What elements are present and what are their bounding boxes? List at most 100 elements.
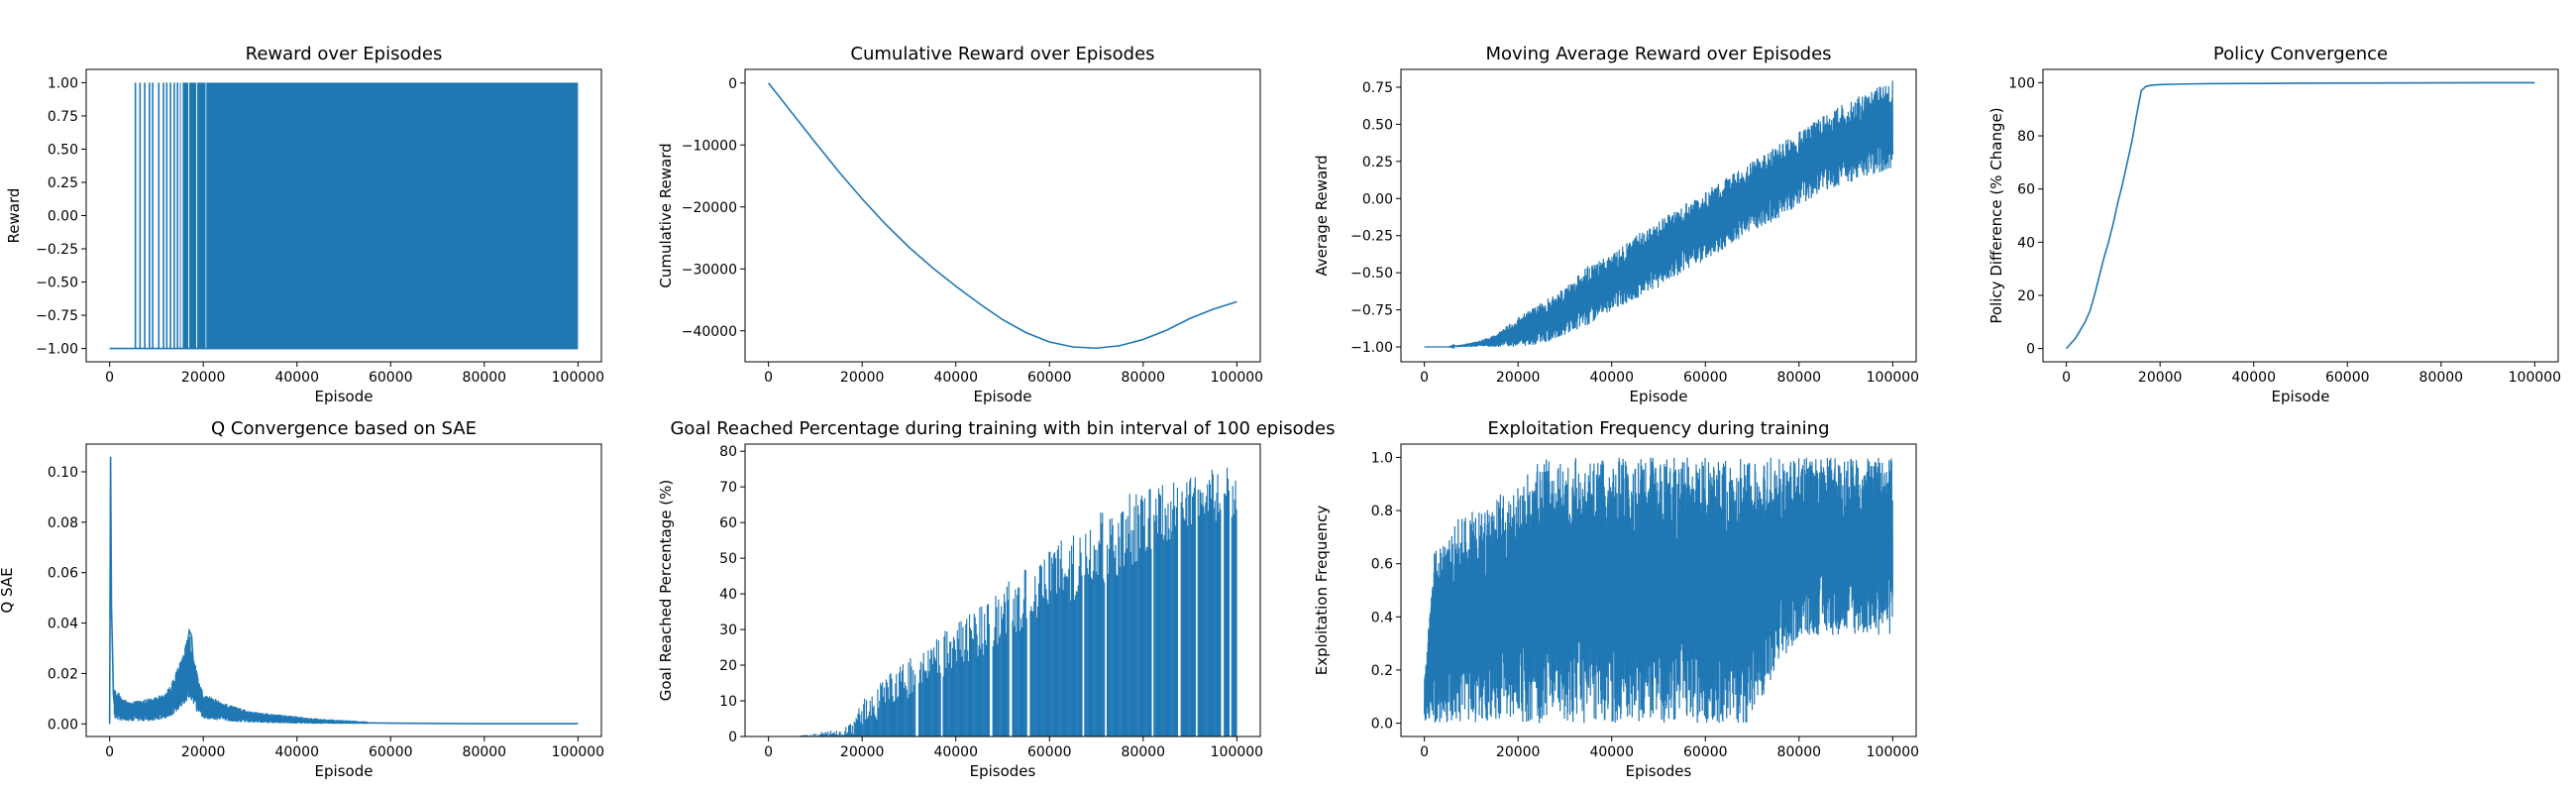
goal-bar	[970, 630, 972, 736]
chart-title: Goal Reached Percentage during training …	[670, 418, 1335, 439]
goal-bar	[1118, 522, 1120, 736]
goal-bar	[981, 606, 983, 736]
goal-bar	[1057, 545, 1059, 736]
goal-bar	[967, 650, 969, 736]
goal-bar	[1133, 506, 1135, 736]
x-tick-label: 20000	[840, 744, 885, 760]
goal-bar	[936, 672, 938, 736]
goal-bar	[968, 660, 970, 736]
goal-bar	[994, 626, 996, 736]
goal-bar	[1171, 530, 1173, 736]
goal-bar	[956, 629, 958, 736]
goal-bar	[848, 726, 850, 736]
goal-bar	[846, 733, 848, 736]
x-tick-label: 0	[105, 370, 114, 386]
goal-bar	[824, 732, 826, 736]
goal-bar	[1130, 529, 1132, 736]
goal-bar	[1163, 535, 1165, 736]
goal-bar	[1142, 525, 1144, 736]
x-axis-label: Episodes	[970, 762, 1036, 780]
goal-bar	[1217, 474, 1219, 736]
goal-bar	[1086, 556, 1088, 736]
x-axis-label: Episode	[315, 388, 374, 405]
goal-bar	[831, 733, 834, 736]
x-tick-label: 0	[105, 744, 114, 760]
goal-bar	[1157, 488, 1160, 736]
goal-bar	[951, 667, 953, 736]
goal-bar	[1064, 573, 1066, 736]
goal-bar	[976, 634, 978, 736]
goal-bar	[1023, 569, 1025, 736]
goal-bar	[1100, 511, 1102, 736]
goal-bar	[848, 724, 851, 736]
goal-bar	[1138, 514, 1140, 736]
goal-bar	[1127, 515, 1128, 736]
goal-bar	[1087, 568, 1089, 736]
goal-bar	[1097, 574, 1099, 736]
goal-bar	[822, 733, 824, 736]
y-tick-label: 0	[728, 76, 737, 92]
x-tick-label: 100000	[1211, 370, 1263, 386]
goal-bar	[1102, 512, 1104, 736]
goal-bar	[1209, 480, 1211, 736]
goal-bar	[1040, 566, 1042, 736]
x-tick-label: 100000	[1867, 370, 1919, 386]
goal-bar	[1006, 586, 1008, 736]
goal-bar	[847, 732, 849, 736]
goal-bar	[1046, 599, 1048, 736]
goal-bar	[1004, 602, 1007, 736]
goal-bar	[922, 652, 924, 736]
goal-bar	[1137, 505, 1139, 736]
goal-bar	[1094, 549, 1096, 736]
chart-title: Cumulative Reward over Episodes	[850, 44, 1154, 64]
goal-bar	[907, 698, 909, 736]
y-tick-label: 0.75	[1362, 80, 1393, 96]
goal-bar	[1166, 540, 1168, 736]
goal-bar	[1017, 595, 1019, 736]
goal-bar	[906, 689, 908, 736]
x-tick-label: 0	[1420, 370, 1429, 386]
goal-bar	[1021, 613, 1023, 736]
goal-bar	[832, 733, 835, 736]
goal-bar	[859, 714, 861, 736]
goal-bar	[1205, 502, 1207, 736]
goal-bar	[1091, 579, 1093, 736]
axes-frame	[744, 68, 1261, 363]
y-tick-label: −20000	[682, 200, 737, 216]
goal-bar	[1140, 495, 1143, 736]
goal-bar	[1186, 482, 1188, 736]
goal-bar	[1036, 606, 1039, 736]
goal-bar	[1191, 523, 1193, 736]
goal-bar	[979, 607, 981, 736]
goal-bar	[1110, 534, 1112, 736]
goal-bar	[873, 705, 875, 736]
goal-bar	[1065, 576, 1067, 736]
y-tick-label: 0.75	[48, 109, 78, 125]
goal-bar	[890, 673, 892, 736]
y-tick-label: 80	[2017, 129, 2035, 145]
goal-bar	[1234, 480, 1236, 736]
y-tick-label: 0.06	[48, 566, 78, 582]
goal-bar	[1234, 499, 1235, 736]
goal-bar	[1078, 566, 1080, 736]
goal-bar	[993, 639, 995, 736]
goal-bar	[1117, 575, 1119, 736]
goal-bar	[918, 669, 920, 736]
goal-bar	[1184, 520, 1186, 736]
goal-bar	[1099, 543, 1101, 736]
goal-bar	[894, 701, 896, 736]
goal-bar	[1192, 493, 1195, 736]
goal-bar	[1143, 498, 1145, 736]
goal-bar	[931, 650, 933, 736]
goal-bar	[928, 671, 930, 736]
goal-bar	[908, 662, 910, 736]
goal-bar	[814, 734, 817, 736]
y-tick-label: 100	[2008, 75, 2035, 91]
goal-bar	[927, 650, 929, 736]
goal-bar	[988, 623, 990, 736]
goal-bar	[863, 704, 865, 736]
goal-bar	[1128, 494, 1130, 736]
goal-bar	[1161, 485, 1163, 736]
goal-bar	[1030, 606, 1032, 736]
goal-bar	[886, 682, 888, 736]
